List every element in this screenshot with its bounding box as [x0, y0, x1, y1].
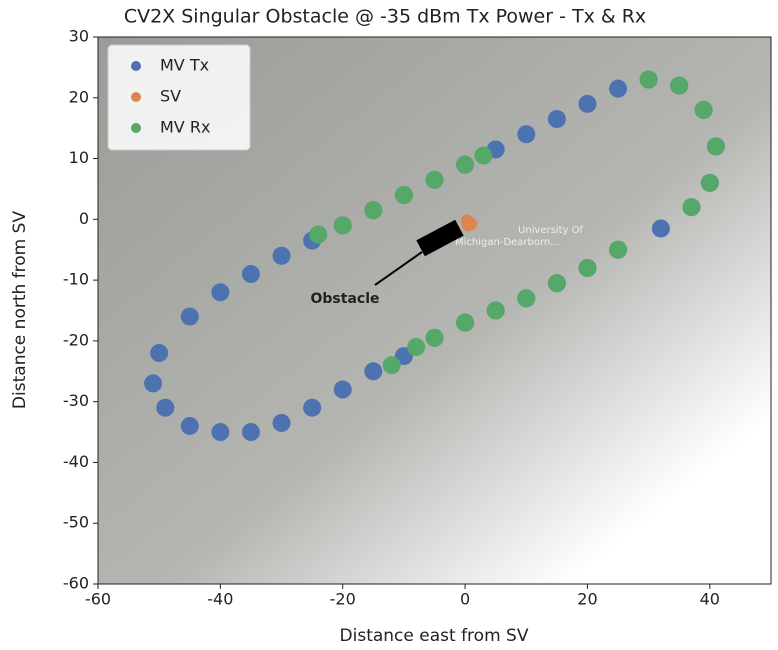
legend-label: MV Rx	[160, 118, 210, 137]
data-point	[465, 218, 478, 231]
data-point	[425, 170, 444, 189]
data-point	[272, 246, 291, 265]
data-point	[211, 423, 230, 442]
y-tick-label: -60	[63, 574, 89, 593]
x-tick-label: 20	[577, 590, 597, 609]
data-point	[333, 216, 352, 235]
data-point	[211, 283, 230, 302]
y-tick-label: 10	[69, 148, 89, 167]
data-point	[241, 423, 260, 442]
x-tick-label: -40	[207, 590, 233, 609]
y-tick-label: 20	[69, 87, 89, 106]
data-point	[547, 274, 566, 293]
y-tick-label: 30	[69, 27, 89, 46]
map-label: University Of	[518, 225, 583, 236]
map-label: Michigan-Dearborn...	[455, 237, 560, 248]
data-point	[682, 198, 701, 217]
data-point	[382, 356, 401, 375]
data-point	[517, 289, 536, 308]
data-point	[144, 374, 163, 393]
data-point	[407, 337, 426, 356]
legend-label: SV	[160, 87, 181, 106]
legend-box	[107, 44, 251, 151]
data-point	[547, 110, 566, 129]
data-point	[156, 398, 175, 417]
data-point	[150, 344, 169, 363]
data-point	[333, 380, 352, 399]
y-tick-label: -10	[63, 270, 89, 289]
data-point	[486, 301, 505, 320]
data-point	[700, 173, 719, 192]
data-point	[639, 70, 658, 89]
data-point	[456, 313, 475, 332]
x-axis-label: Distance east from SV	[340, 626, 529, 646]
legend-label: MV Tx	[160, 56, 209, 75]
data-point	[651, 219, 670, 238]
y-tick-label: -30	[63, 391, 89, 410]
chart-title: CV2X Singular Obstacle @ -35 dBm Tx Powe…	[124, 6, 646, 28]
data-point	[517, 125, 536, 144]
data-point	[394, 186, 413, 205]
data-point	[241, 265, 260, 284]
obstacle-shape	[416, 219, 464, 257]
data-point	[706, 137, 725, 156]
y-tick-label: -40	[63, 452, 89, 471]
data-point	[180, 416, 199, 435]
y-tick-label: -20	[63, 330, 89, 349]
legend-marker	[131, 61, 141, 71]
data-point	[180, 307, 199, 326]
data-point	[578, 258, 597, 277]
x-tick-label: 0	[460, 590, 470, 609]
x-tick-label: -20	[330, 590, 356, 609]
x-tick-label: 40	[700, 590, 720, 609]
x-tick-label: -60	[85, 590, 111, 609]
data-point	[272, 413, 291, 432]
y-tick-label: -50	[63, 513, 89, 532]
plot-area	[144, 70, 725, 442]
data-point	[303, 398, 322, 417]
data-point	[394, 347, 413, 366]
data-point	[425, 328, 444, 347]
data-point	[456, 155, 475, 174]
legend-marker	[131, 123, 141, 133]
data-point	[309, 225, 328, 244]
data-point	[364, 362, 383, 381]
plot-frame	[97, 36, 772, 585]
annotation: Obstacle	[311, 291, 380, 307]
legend-marker	[131, 92, 141, 102]
data-point	[578, 94, 597, 113]
data-point	[609, 240, 628, 259]
data-point	[364, 201, 383, 220]
data-point	[609, 79, 628, 98]
y-tick-label: 0	[79, 209, 89, 228]
data-point	[474, 146, 493, 165]
y-axis-label: Distance north from SV	[10, 211, 30, 410]
annotation-arrow	[374, 251, 423, 286]
data-point	[694, 100, 713, 119]
data-point	[670, 76, 689, 95]
